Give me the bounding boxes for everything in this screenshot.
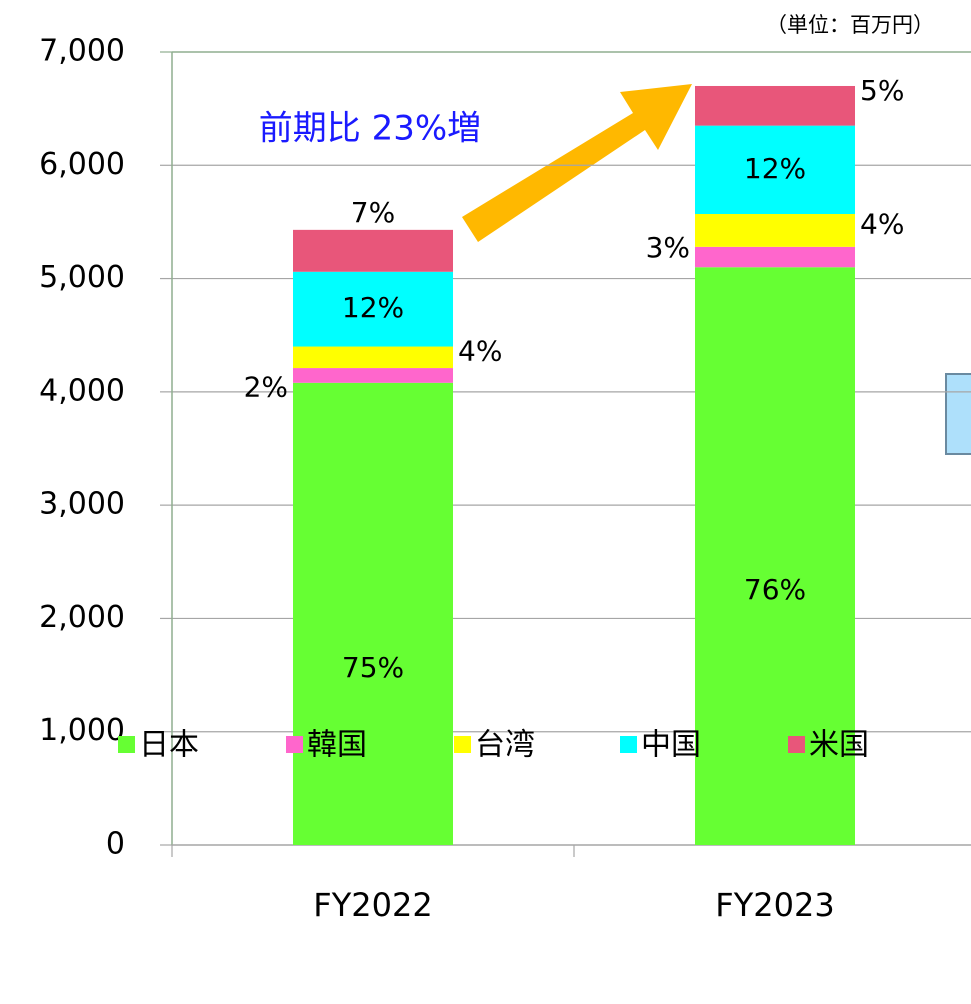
legend-label: 韓国 [307,728,367,763]
y-tick-label: 7,000 [39,34,125,69]
data-label: 3% [646,231,690,264]
y-tick-label: 2,000 [39,600,125,635]
x-tick-label: FY2022 [313,886,432,924]
legend-label: 台湾 [475,728,535,763]
data-label: 76% [744,573,806,606]
bar-segment [293,382,453,845]
y-tick-label: 5,000 [39,260,125,295]
data-label: 4% [458,334,502,367]
bar-segment [695,267,855,845]
data-label: 75% [342,651,404,684]
bar-segment [695,246,855,268]
growth-arrow [462,84,692,242]
bar-segment [293,368,453,383]
y-tick-label: 0 [106,827,125,862]
y-tick-label: 3,000 [39,487,125,522]
bar-segment [695,213,855,247]
annotation: 前期比 23%増 [259,109,481,149]
data-label: 7% [351,196,395,229]
legend-label: 中国 [641,728,701,763]
bar-segment [695,85,855,126]
data-label: 12% [342,291,404,324]
cropped-box [945,373,971,455]
legend-swatch [454,736,471,753]
x-tick-label: FY2023 [715,886,834,924]
legend-swatch [118,736,135,753]
bar-segment [695,125,855,214]
data-label: 5% [860,74,904,107]
bar-segment [293,271,453,347]
y-tick-label: 6,000 [39,147,125,182]
legend-label: 米国 [809,728,869,763]
data-label: 4% [860,207,904,240]
legend-swatch [286,736,303,753]
data-label: 12% [744,152,806,185]
data-label: 2% [244,370,288,403]
y-tick-label: 4,000 [39,373,125,408]
legend-swatch [620,736,637,753]
bar-segment [293,346,453,369]
unit-note: （単位：百万円） [766,13,934,37]
legend-label: 日本 [139,728,199,763]
bar-segment [293,229,453,272]
y-tick-label: 1,000 [39,713,125,748]
legend-swatch [788,736,805,753]
